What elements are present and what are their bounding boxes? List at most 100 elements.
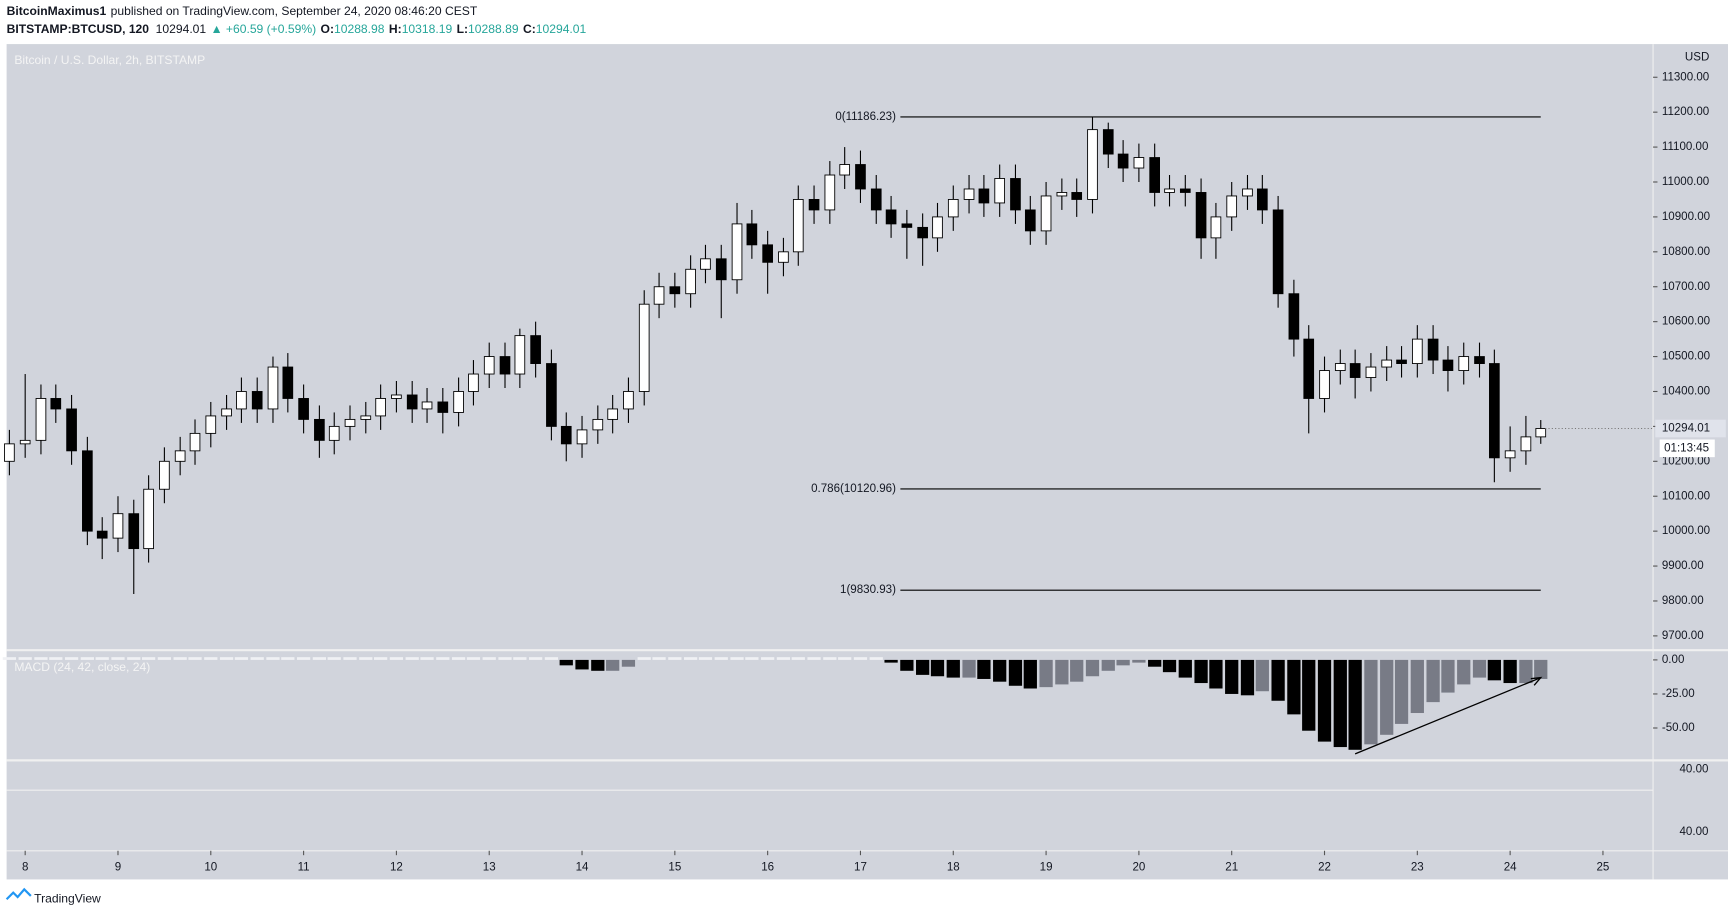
macd-bar (420, 657, 434, 660)
macd-bar (1101, 659, 1115, 671)
candle-body (1272, 209, 1284, 295)
macd-bar (343, 657, 357, 660)
candle-body (483, 356, 495, 375)
candle-body (1334, 363, 1346, 371)
candle-body (391, 394, 402, 399)
candle-body (1349, 363, 1361, 378)
candle-body (778, 251, 789, 263)
candle-body (314, 418, 325, 441)
candle-body (1365, 366, 1377, 378)
candle-body (901, 223, 913, 228)
candle-body (978, 188, 990, 204)
macd-bar (1302, 659, 1316, 731)
macd-bar (1534, 659, 1548, 679)
candle-body (499, 356, 511, 375)
candle-body (530, 335, 541, 364)
candle-body (1179, 188, 1191, 193)
candle-body (792, 199, 804, 253)
macd-y-tick-label: -25.00 (1662, 688, 1695, 700)
candle-body (1040, 195, 1052, 232)
macd-bar (1178, 659, 1192, 678)
macd-bar (946, 659, 960, 678)
macd-bar (1225, 659, 1239, 694)
macd-bar (389, 657, 404, 660)
candle-body (1056, 192, 1068, 197)
candle-body (174, 450, 186, 462)
candle-body (917, 226, 928, 239)
macd-bar (1255, 659, 1269, 692)
trendline-arrow (1530, 676, 1543, 686)
macd-bar (1364, 659, 1378, 745)
candle-body (1288, 293, 1300, 340)
candle-body (251, 391, 263, 410)
candle-body (50, 398, 62, 410)
macd-bar (652, 657, 666, 660)
candle-body (1102, 129, 1114, 155)
candle-body (963, 188, 975, 200)
y-tick-label: 10500.00 (1662, 351, 1710, 363)
candle-body (592, 418, 604, 431)
x-tick-label: 12 (390, 861, 403, 873)
x-tick-label: 23 (1411, 861, 1424, 873)
macd-bar (219, 657, 234, 660)
macd-bar (49, 657, 63, 660)
macd-bar (993, 659, 1007, 682)
y-tick-label: 9700.00 (1662, 630, 1704, 642)
macd-bar (64, 657, 79, 660)
x-tick-label: 11 (298, 861, 310, 873)
macd-bar (1441, 659, 1455, 693)
o-label: O: (321, 22, 334, 36)
macd-bar (436, 657, 450, 660)
candle-body (994, 178, 1006, 204)
y-axis-label: USD (1685, 51, 1709, 63)
macd-bar (296, 657, 311, 660)
symbol: BITSTAMP:BTCUSD, 120 (7, 22, 150, 36)
candle-body (1504, 450, 1516, 459)
macd-bar (916, 659, 930, 675)
macd-bar (776, 657, 791, 660)
last-price-label: 10294.01 (1662, 423, 1710, 435)
extra-pane-label: 40.00 (1680, 763, 1709, 775)
x-tick-label: 22 (1318, 861, 1331, 873)
candle-body (19, 439, 31, 445)
published: published on TradingView.com, September … (111, 4, 478, 18)
x-tick-label: 8 (22, 861, 28, 873)
candle-body (1535, 428, 1547, 438)
candle-body (746, 223, 758, 246)
macd-bar (204, 657, 218, 660)
candle-body (1010, 178, 1021, 211)
macd-bar (2, 657, 17, 660)
macd-bar (683, 657, 698, 660)
macd-bar (1348, 659, 1362, 750)
macd-bar (466, 657, 481, 660)
macd-bar (1008, 659, 1023, 686)
y-tick-label: 11200.00 (1662, 106, 1709, 118)
candle-body (576, 429, 588, 445)
macd-bar (637, 657, 651, 660)
macd-bar (34, 657, 48, 660)
macd-bar (791, 657, 805, 660)
macd-bar (1503, 659, 1517, 684)
candle-body (1303, 338, 1315, 399)
candle-body (205, 415, 217, 434)
candle-body (1149, 157, 1161, 193)
macd-bar (745, 657, 759, 660)
candle-body (1087, 129, 1098, 200)
y-tick-label: 10800.00 (1662, 246, 1710, 258)
candle-body (885, 209, 897, 225)
candle-body (159, 460, 170, 490)
x-tick-label: 18 (947, 861, 960, 873)
candle-body (1411, 338, 1423, 364)
c: 10294.01 (536, 22, 587, 36)
candle-body (1024, 209, 1036, 232)
candle-body (607, 408, 618, 420)
candle-body (1210, 216, 1222, 239)
macd-bar (962, 659, 976, 678)
x-tick-label: 14 (576, 861, 589, 873)
y-tick-label: 9900.00 (1662, 560, 1704, 572)
l: 10288.89 (468, 22, 519, 36)
candle-body (1520, 436, 1532, 452)
macd-title: MACD (24, 42, close, 24) (14, 660, 150, 674)
macd-bar (977, 659, 991, 679)
y-tick-label: 10000.00 (1662, 525, 1710, 537)
